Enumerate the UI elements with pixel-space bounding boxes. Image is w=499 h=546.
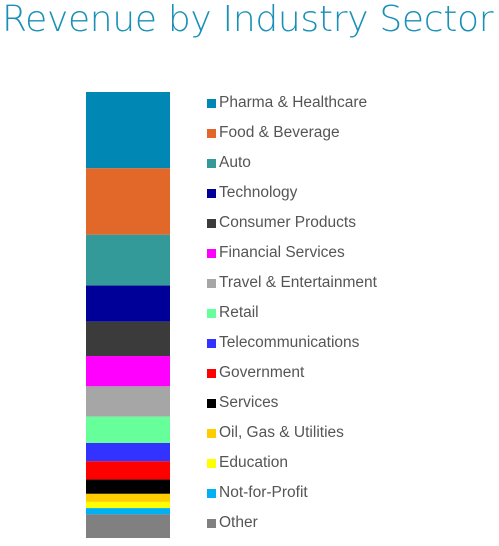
- legend-label: Financial Services: [219, 244, 345, 261]
- legend-label: Government: [219, 364, 305, 381]
- legend-label: Technology: [219, 184, 298, 201]
- legend-item: Education: [207, 448, 288, 478]
- legend-item: Consumer Products: [207, 208, 356, 238]
- legend-swatch: [207, 488, 216, 498]
- bar-segment-4: [86, 321, 170, 357]
- bar-segment-13: [86, 508, 170, 515]
- legend-swatch: [207, 518, 216, 528]
- bar-segment-1: [86, 168, 170, 235]
- bar-segment-0: [86, 92, 170, 169]
- legend-swatch: [207, 128, 216, 138]
- legend-swatch: [207, 368, 216, 378]
- bar-segment-14: [86, 514, 170, 538]
- bar-segment-2: [86, 234, 170, 286]
- legend-item: Other: [207, 508, 258, 538]
- bar-segment-11: [86, 493, 170, 502]
- legend-label: Travel & Entertainment: [219, 274, 377, 291]
- legend-swatch: [207, 158, 216, 168]
- legend-label: Oil, Gas & Utilities: [219, 424, 344, 441]
- bar-segment-8: [86, 443, 170, 462]
- bar-segment-12: [86, 501, 170, 509]
- bar-segment-7: [86, 416, 170, 443]
- legend-label: Other: [219, 514, 258, 531]
- legend-label: Auto: [219, 154, 251, 171]
- legend-item: Services: [207, 388, 278, 418]
- legend-item: Not-for-Profit: [207, 478, 308, 508]
- bar-segment-6: [86, 386, 170, 417]
- legend-label: Retail: [219, 304, 259, 321]
- legend-swatch: [207, 98, 216, 108]
- bar-segment-5: [86, 356, 170, 387]
- legend-swatch: [207, 458, 216, 468]
- legend-label: Not-for-Profit: [219, 484, 308, 501]
- legend-label: Consumer Products: [219, 214, 356, 231]
- bar-segment-9: [86, 461, 170, 480]
- legend-item: Retail: [207, 298, 259, 328]
- legend-swatch: [207, 308, 216, 318]
- bar-segment-10: [86, 479, 170, 494]
- legend-item: Oil, Gas & Utilities: [207, 418, 344, 448]
- bar-segment-3: [86, 285, 170, 322]
- legend-swatch: [207, 398, 216, 408]
- legend-label: Food & Beverage: [219, 124, 340, 141]
- legend-label: Services: [219, 394, 279, 411]
- legend-label: Telecommunications: [219, 334, 360, 351]
- legend-swatch: [207, 428, 216, 438]
- legend-swatch: [207, 248, 216, 258]
- legend-swatch: [207, 338, 216, 348]
- legend-item: Food & Beverage: [207, 118, 340, 148]
- legend-label: Education: [219, 454, 288, 471]
- legend-item: Auto: [207, 148, 251, 178]
- legend-swatch: [207, 278, 216, 288]
- legend-swatch: [207, 218, 216, 228]
- legend-item: Travel & Entertainment: [207, 268, 377, 298]
- chart-title: Revenue by Industry Sector: [2, 0, 494, 40]
- legend-item: Government: [207, 358, 304, 388]
- legend-swatch: [207, 188, 216, 198]
- legend-item: Financial Services: [207, 238, 345, 268]
- legend-item: Telecommunications: [207, 328, 359, 358]
- legend-item: Pharma & Healthcare: [207, 88, 367, 118]
- legend-item: Technology: [207, 178, 297, 208]
- legend-label: Pharma & Healthcare: [219, 94, 368, 111]
